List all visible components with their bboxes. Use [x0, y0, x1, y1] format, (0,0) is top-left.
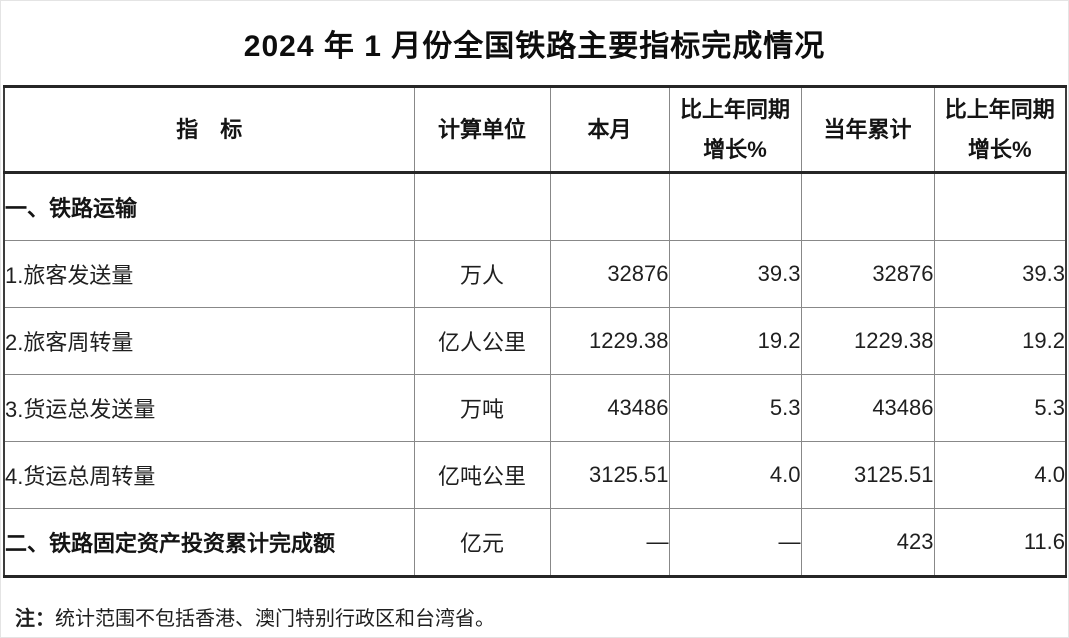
table-row-freight-sent: 3.货运总发送量 万吨 43486 5.3 43486 5.3: [3, 374, 1067, 442]
cell-unit: [413, 172, 551, 241]
column-header-indicator: 指 标: [3, 86, 415, 174]
header-row: 指 标 计算单位 本月 比上年同期增长% 当年累计 比上年同期增长%: [3, 86, 1067, 174]
cell-month-yoy: 5.3: [668, 374, 802, 442]
cell-month: —: [549, 508, 670, 577]
column-header-unit: 计算单位: [413, 86, 551, 174]
table-header: 指 标 计算单位 本月 比上年同期增长% 当年累计 比上年同期增长%: [3, 86, 1067, 174]
cell-unit: 亿吨公里: [413, 441, 551, 509]
table-body: 一、铁路运输 1.旅客发送量 万人 32876 39.3 32876 39.3 …: [3, 172, 1067, 577]
cell-month-yoy: 19.2: [668, 307, 802, 375]
cell-indicator: 二、铁路固定资产投资累计完成额: [3, 508, 415, 577]
column-header-month-yoy: 比上年同期增长%: [668, 86, 802, 174]
footnote-prefix: 注：: [15, 608, 55, 630]
cell-indicator: 3.货运总发送量: [3, 374, 415, 442]
cell-indicator: 1.旅客发送量: [3, 240, 415, 308]
table-row-passengers-sent: 1.旅客发送量 万人 32876 39.3 32876 39.3: [3, 240, 1067, 308]
cell-unit: 亿人公里: [413, 307, 551, 375]
cell-month-yoy: 4.0: [668, 441, 802, 509]
column-header-ytd: 当年累计: [800, 86, 935, 174]
cell-ytd: 32876: [800, 240, 935, 308]
cell-ytd: [800, 172, 935, 241]
cell-ytd-yoy: 5.3: [933, 374, 1067, 442]
cell-unit: 亿元: [413, 508, 551, 577]
cell-ytd-yoy: 4.0: [933, 441, 1067, 509]
cell-month: 3125.51: [549, 441, 670, 509]
cell-ytd-yoy: 19.2: [933, 307, 1067, 375]
cell-unit: 万人: [413, 240, 551, 308]
cell-indicator: 一、铁路运输: [3, 172, 415, 241]
cell-ytd-yoy: 39.3: [933, 240, 1067, 308]
footnote-text: 统计范围不包括香港、澳门特别行政区和台湾省。: [55, 608, 495, 630]
cell-month: [549, 172, 670, 241]
cell-indicator: 4.货运总周转量: [3, 441, 415, 509]
cell-ytd-yoy: [933, 172, 1067, 241]
table-row-section-rail-transport: 一、铁路运输: [3, 172, 1067, 241]
cell-ytd: 3125.51: [800, 441, 935, 509]
table-row-freight-turnover: 4.货运总周转量 亿吨公里 3125.51 4.0 3125.51 4.0: [3, 441, 1067, 509]
cell-month-yoy: —: [668, 508, 802, 577]
cell-month: 1229.38: [549, 307, 670, 375]
cell-ytd-yoy: 11.6: [933, 508, 1067, 577]
railway-indicators-table: 指 标 计算单位 本月 比上年同期增长% 当年累计 比上年同期增长% 一、铁路运…: [3, 85, 1067, 578]
cell-month: 32876: [549, 240, 670, 308]
cell-unit: 万吨: [413, 374, 551, 442]
cell-month-yoy: 39.3: [668, 240, 802, 308]
footnote: 注：统计范围不包括香港、澳门特别行政区和台湾省。: [1, 578, 1068, 631]
cell-ytd: 43486: [800, 374, 935, 442]
column-header-month: 本月: [549, 86, 670, 174]
cell-month: 43486: [549, 374, 670, 442]
table-row-section-fixed-asset-investment: 二、铁路固定资产投资累计完成额 亿元 — — 423 11.6: [3, 508, 1067, 577]
cell-ytd: 1229.38: [800, 307, 935, 375]
cell-month-yoy: [668, 172, 802, 241]
cell-ytd: 423: [800, 508, 935, 577]
column-header-ytd-yoy: 比上年同期增长%: [933, 86, 1067, 174]
page-title: 2024 年 1 月份全国铁路主要指标完成情况: [243, 30, 826, 63]
cell-indicator: 2.旅客周转量: [3, 307, 415, 375]
table-row-passenger-turnover: 2.旅客周转量 亿人公里 1229.38 19.2 1229.38 19.2: [3, 307, 1067, 375]
